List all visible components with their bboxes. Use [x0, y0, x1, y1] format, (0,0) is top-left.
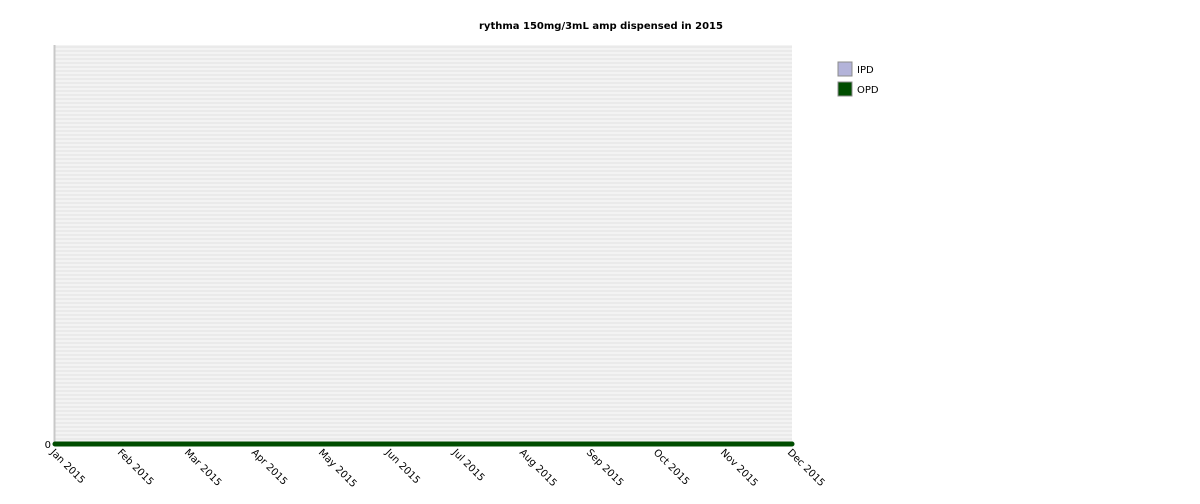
legend-swatch-ipd	[838, 62, 852, 76]
x-tick-label: Apr 2015	[249, 447, 289, 487]
x-tick-label: May 2015	[316, 447, 359, 490]
x-tick-label: Mar 2015	[182, 447, 223, 488]
x-tick-label: Nov 2015	[718, 447, 760, 489]
x-tick-label: Feb 2015	[115, 447, 156, 488]
legend-label-ipd: IPD	[857, 65, 874, 76]
x-tick-label: Sep 2015	[584, 447, 625, 488]
legend: IPD OPD	[838, 62, 879, 96]
y-tick-label: 0	[45, 440, 51, 451]
plot-background	[55, 45, 792, 444]
chart-title: rythma 150mg/3mL amp dispensed in 2015	[479, 21, 723, 32]
x-tick-label: Aug 2015	[517, 447, 559, 489]
legend-swatch-opd	[838, 82, 852, 96]
x-tick-label: Oct 2015	[651, 447, 691, 487]
x-tick-label: Dec 2015	[785, 447, 827, 489]
legend-label-opd: OPD	[857, 85, 879, 96]
x-tick-label: Jul 2015	[449, 447, 486, 484]
x-tick-label: Jun 2015	[382, 447, 422, 487]
x-tick-label: Jan 2015	[47, 447, 87, 487]
